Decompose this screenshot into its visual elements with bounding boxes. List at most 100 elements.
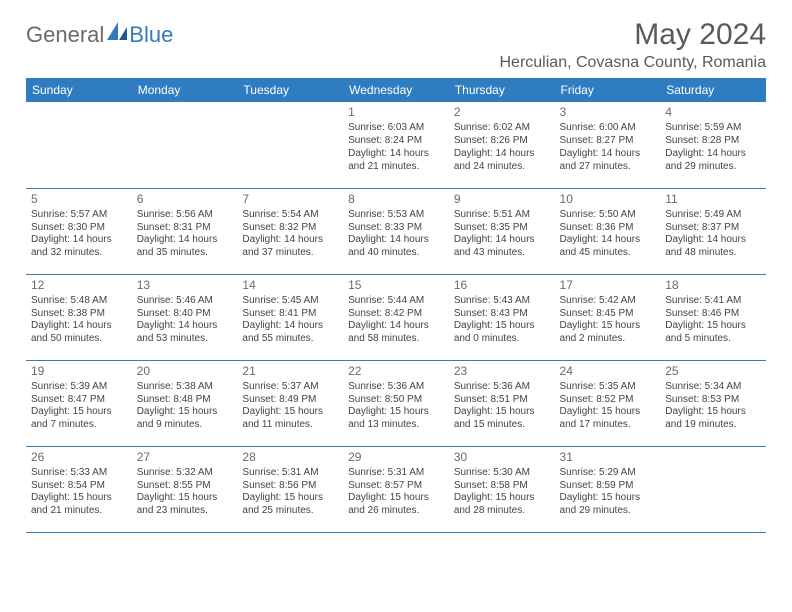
day-number: 23 — [454, 364, 550, 379]
sunset-line: Sunset: 8:33 PM — [348, 222, 444, 235]
sunrise-line: Sunrise: 5:44 AM — [348, 295, 444, 308]
daylight-line: Daylight: 14 hours and 43 minutes. — [454, 234, 550, 260]
daylight-line: Daylight: 15 hours and 19 minutes. — [665, 406, 761, 432]
daylight-line: Daylight: 15 hours and 21 minutes. — [31, 492, 127, 518]
sunset-line: Sunset: 8:32 PM — [242, 222, 338, 235]
sunrise-line: Sunrise: 5:39 AM — [31, 381, 127, 394]
daylight-line: Daylight: 15 hours and 26 minutes. — [348, 492, 444, 518]
calendar-cell: 2Sunrise: 6:02 AMSunset: 8:26 PMDaylight… — [449, 102, 555, 188]
sunset-line: Sunset: 8:50 PM — [348, 394, 444, 407]
day-number: 13 — [137, 278, 233, 293]
sunrise-line: Sunrise: 5:53 AM — [348, 209, 444, 222]
sunset-line: Sunset: 8:28 PM — [665, 135, 761, 148]
sunrise-line: Sunrise: 5:29 AM — [560, 467, 656, 480]
sunrise-line: Sunrise: 5:30 AM — [454, 467, 550, 480]
sunrise-line: Sunrise: 5:31 AM — [348, 467, 444, 480]
daylight-line: Daylight: 14 hours and 45 minutes. — [560, 234, 656, 260]
calendar-week-row: 19Sunrise: 5:39 AMSunset: 8:47 PMDayligh… — [26, 360, 766, 446]
day-number: 19 — [31, 364, 127, 379]
sunrise-line: Sunrise: 5:36 AM — [454, 381, 550, 394]
sunrise-line: Sunrise: 5:49 AM — [665, 209, 761, 222]
day-number: 15 — [348, 278, 444, 293]
calendar-week-row: 12Sunrise: 5:48 AMSunset: 8:38 PMDayligh… — [26, 274, 766, 360]
sunrise-line: Sunrise: 5:37 AM — [242, 381, 338, 394]
sunset-line: Sunset: 8:52 PM — [560, 394, 656, 407]
calendar-header-wednesday: Wednesday — [343, 78, 449, 102]
daylight-line: Daylight: 14 hours and 55 minutes. — [242, 320, 338, 346]
sunset-line: Sunset: 8:24 PM — [348, 135, 444, 148]
calendar-cell — [660, 446, 766, 532]
sunrise-line: Sunrise: 5:35 AM — [560, 381, 656, 394]
sunset-line: Sunset: 8:55 PM — [137, 480, 233, 493]
daylight-line: Daylight: 15 hours and 11 minutes. — [242, 406, 338, 432]
sunset-line: Sunset: 8:36 PM — [560, 222, 656, 235]
day-number: 29 — [348, 450, 444, 465]
sunset-line: Sunset: 8:43 PM — [454, 308, 550, 321]
calendar-cell: 10 Sunrise: 5:50 AMSunset: 8:36 PMDayligh… — [555, 188, 661, 274]
calendar-cell: 15Sunrise: 5:44 AMSunset: 8:42 PMDayligh… — [343, 274, 449, 360]
sunrise-line: Sunrise: 6:03 AM — [348, 122, 444, 135]
daylight-line: Daylight: 15 hours and 0 minutes. — [454, 320, 550, 346]
calendar-cell: 30Sunrise: 5:30 AMSunset: 8:58 PMDayligh… — [449, 446, 555, 532]
sunset-line: Sunset: 8:40 PM — [137, 308, 233, 321]
daylight-line: Daylight: 14 hours and 21 minutes. — [348, 148, 444, 174]
sunset-line: Sunset: 8:59 PM — [560, 480, 656, 493]
sunset-line: Sunset: 8:54 PM — [31, 480, 127, 493]
sunset-line: Sunset: 8:46 PM — [665, 308, 761, 321]
sunrise-line: Sunrise: 5:33 AM — [31, 467, 127, 480]
day-number: 8 — [348, 192, 444, 207]
sunrise-line: Sunrise: 6:02 AM — [454, 122, 550, 135]
sunset-line: Sunset: 8:49 PM — [242, 394, 338, 407]
sunset-line: Sunset: 8:37 PM — [665, 222, 761, 235]
daylight-line: Daylight: 14 hours and 29 minutes. — [665, 148, 761, 174]
day-number: 17 — [560, 278, 656, 293]
sunrise-line: Sunrise: 5:57 AM — [31, 209, 127, 222]
daylight-line: Daylight: 15 hours and 29 minutes. — [560, 492, 656, 518]
daylight-line: Daylight: 14 hours and 40 minutes. — [348, 234, 444, 260]
daylight-line: Daylight: 15 hours and 17 minutes. — [560, 406, 656, 432]
day-number: 22 — [348, 364, 444, 379]
calendar-cell: 25Sunrise: 5:34 AMSunset: 8:53 PMDayligh… — [660, 360, 766, 446]
calendar-cell: 5Sunrise: 5:57 AMSunset: 8:30 PMDaylight… — [26, 188, 132, 274]
sunrise-line: Sunrise: 5:50 AM — [560, 209, 656, 222]
daylight-line: Daylight: 14 hours and 27 minutes. — [560, 148, 656, 174]
sunrise-line: Sunrise: 5:46 AM — [137, 295, 233, 308]
day-number: 3 — [560, 105, 656, 120]
calendar-cell: 29 Sunrise: 5:31 AMSunset: 8:57 PMDayligh… — [343, 446, 449, 532]
daylight-line: Daylight: 15 hours and 15 minutes. — [454, 406, 550, 432]
sunset-line: Sunset: 8:48 PM — [137, 394, 233, 407]
day-number: 10 — [560, 192, 656, 207]
calendar-cell: 11Sunrise: 5:49 AMSunset: 8:37 PMDayligh… — [660, 188, 766, 274]
sunset-line: Sunset: 8:58 PM — [454, 480, 550, 493]
sunrise-line: Sunrise: 5:32 AM — [137, 467, 233, 480]
calendar-week-row: 26Sunrise: 5:33 AMSunset: 8:54 PMDayligh… — [26, 446, 766, 532]
calendar-cell: 7Sunrise: 5:54 AMSunset: 8:32 PMDaylight… — [237, 188, 343, 274]
calendar-cell: 22Sunrise: 5:36 AMSunset: 8:50 PMDayligh… — [343, 360, 449, 446]
sunset-line: Sunset: 8:27 PM — [560, 135, 656, 148]
day-number: 31 — [560, 450, 656, 465]
calendar-table: SundayMondayTuesdayWednesdayThursdayFrid… — [26, 78, 766, 533]
sunset-line: Sunset: 8:53 PM — [665, 394, 761, 407]
calendar-cell — [237, 102, 343, 188]
calendar-cell: 8 Sunrise: 5:53 AMSunset: 8:33 PMDaylight… — [343, 188, 449, 274]
calendar-cell: 9Sunrise: 5:51 AMSunset: 8:35 PMDaylight… — [449, 188, 555, 274]
calendar-cell: 24Sunrise: 5:35 AMSunset: 8:52 PMDayligh… — [555, 360, 661, 446]
calendar-cell: 4Sunrise: 5:59 AMSunset: 8:28 PMDaylight… — [660, 102, 766, 188]
sunset-line: Sunset: 8:57 PM — [348, 480, 444, 493]
calendar-cell: 16Sunrise: 5:43 AMSunset: 8:43 PMDayligh… — [449, 274, 555, 360]
calendar-cell: 28Sunrise: 5:31 AMSunset: 8:56 PMDayligh… — [237, 446, 343, 532]
day-number: 6 — [137, 192, 233, 207]
sunrise-line: Sunrise: 5:31 AM — [242, 467, 338, 480]
sunrise-line: Sunrise: 5:45 AM — [242, 295, 338, 308]
calendar-cell: 18Sunrise: 5:41 AMSunset: 8:46 PMDayligh… — [660, 274, 766, 360]
day-number: 20 — [137, 364, 233, 379]
month-title: May 2024 — [500, 18, 767, 52]
calendar-cell — [132, 102, 238, 188]
sunset-line: Sunset: 8:31 PM — [137, 222, 233, 235]
calendar-cell: 21Sunrise: 5:37 AMSunset: 8:49 PMDayligh… — [237, 360, 343, 446]
day-number: 18 — [665, 278, 761, 293]
daylight-line: Daylight: 14 hours and 58 minutes. — [348, 320, 444, 346]
calendar-header-monday: Monday — [132, 78, 238, 102]
calendar-cell: 13Sunrise: 5:46 AMSunset: 8:40 PMDayligh… — [132, 274, 238, 360]
calendar-header-friday: Friday — [555, 78, 661, 102]
